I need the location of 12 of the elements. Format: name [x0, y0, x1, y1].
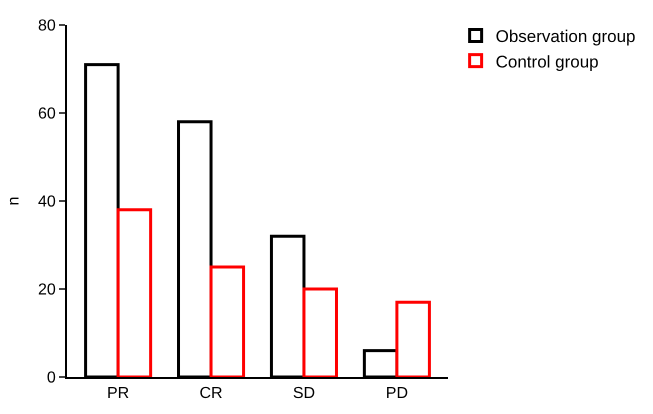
- y-tick-label: 60: [38, 106, 56, 123]
- y-tick-label: 40: [38, 194, 56, 211]
- legend-label: Observation group: [496, 27, 636, 46]
- legend-label: Control group: [496, 52, 599, 72]
- y-tick-label: 80: [38, 18, 56, 35]
- x-tick-label: PD: [386, 385, 408, 402]
- y-tick-label: 0: [46, 370, 56, 387]
- y-tick-label: 20: [38, 282, 56, 299]
- x-tick-label: SD: [292, 385, 316, 402]
- x-tick-label: CR: [199, 385, 223, 402]
- y-axis-title: n: [5, 196, 22, 206]
- x-tick-label: PR: [106, 385, 130, 402]
